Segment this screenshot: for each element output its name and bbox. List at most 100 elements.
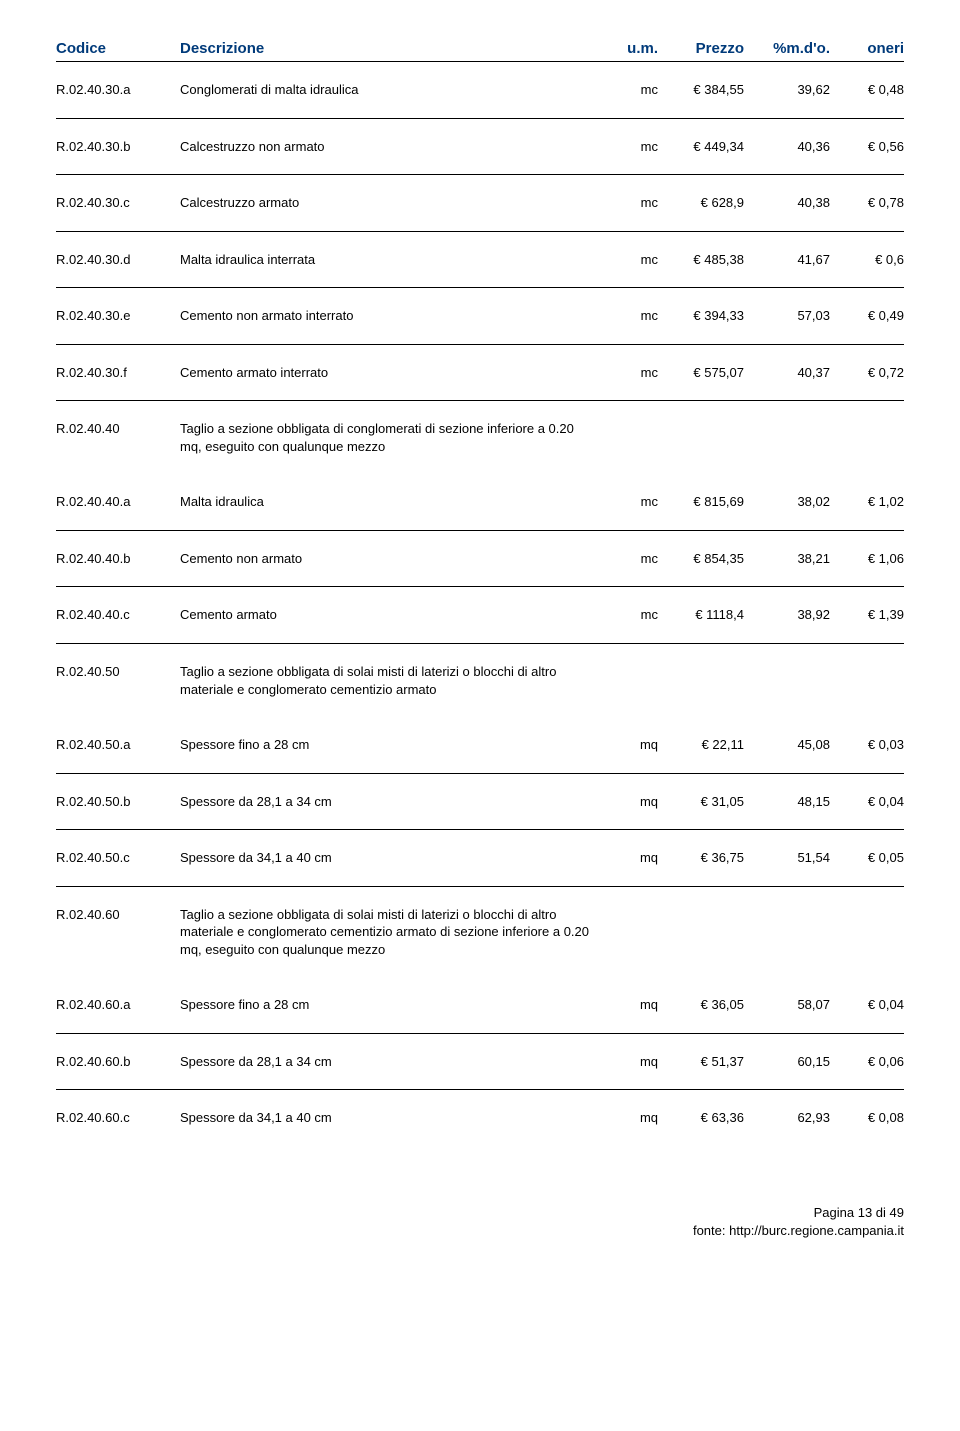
page-number: Pagina 13 di 49	[0, 1204, 904, 1222]
cell-prezzo: € 628,9	[658, 194, 744, 212]
cell-prezzo	[658, 663, 744, 698]
cell-descrizione: Calcestruzzo non armato	[180, 138, 604, 156]
cell-pct: 45,08	[744, 736, 830, 754]
cell-prezzo: € 485,38	[658, 251, 744, 269]
cell-descrizione: Cemento armato	[180, 606, 604, 624]
cell-pct: 57,03	[744, 307, 830, 325]
cell-oneri: € 0,04	[830, 793, 904, 811]
table-row: R.02.40.60.cSpessore da 34,1 a 40 cmmq€ …	[56, 1090, 904, 1146]
cell-oneri: € 0,04	[830, 996, 904, 1014]
cell-um: mc	[604, 550, 658, 568]
cell-codice: R.02.40.60.b	[56, 1053, 180, 1071]
table-row: R.02.40.30.cCalcestruzzo armatomc€ 628,9…	[56, 175, 904, 232]
cell-prezzo: € 22,11	[658, 736, 744, 754]
cell-pct: 62,93	[744, 1109, 830, 1127]
table-row: R.02.40.60.aSpessore fino a 28 cmmq€ 36,…	[56, 977, 904, 1034]
cell-codice: R.02.40.40.c	[56, 606, 180, 624]
col-header-codice: Codice	[56, 40, 180, 57]
cell-codice: R.02.40.30.c	[56, 194, 180, 212]
cell-pct: 38,02	[744, 493, 830, 511]
cell-um: mc	[604, 138, 658, 156]
cell-descrizione: Cemento non armato interrato	[180, 307, 604, 325]
cell-pct: 60,15	[744, 1053, 830, 1071]
col-header-descrizione: Descrizione	[180, 40, 604, 57]
table-row: R.02.40.30.bCalcestruzzo non armatomc€ 4…	[56, 119, 904, 176]
cell-descrizione: Spessore fino a 28 cm	[180, 996, 604, 1014]
col-header-um: u.m.	[604, 40, 658, 57]
table-header: Codice Descrizione u.m. Prezzo %m.d'o. o…	[56, 40, 904, 62]
table-row: R.02.40.50Taglio a sezione obbligata di …	[56, 644, 904, 717]
source-label: fonte:	[693, 1223, 729, 1238]
cell-oneri: € 0,72	[830, 364, 904, 382]
cell-oneri: € 0,06	[830, 1053, 904, 1071]
table-body: R.02.40.30.aConglomerati di malta idraul…	[56, 62, 904, 1146]
cell-prezzo: € 384,55	[658, 81, 744, 99]
cell-prezzo: € 31,05	[658, 793, 744, 811]
cell-pct	[744, 663, 830, 698]
cell-oneri: € 0,78	[830, 194, 904, 212]
page-footer: Pagina 13 di 49 fonte: http://burc.regio…	[0, 1204, 960, 1240]
cell-pct: 39,62	[744, 81, 830, 99]
table-row: R.02.40.60Taglio a sezione obbligata di …	[56, 887, 904, 978]
table-row: R.02.40.40Taglio a sezione obbligata di …	[56, 401, 904, 474]
cell-prezzo: € 36,05	[658, 996, 744, 1014]
cell-descrizione: Cemento non armato	[180, 550, 604, 568]
cell-pct: 58,07	[744, 996, 830, 1014]
cell-um: mc	[604, 606, 658, 624]
cell-prezzo	[658, 420, 744, 455]
cell-oneri	[830, 420, 904, 455]
cell-descrizione: Taglio a sezione obbligata di solai mist…	[180, 906, 604, 959]
cell-pct	[744, 420, 830, 455]
cell-codice: R.02.40.30.b	[56, 138, 180, 156]
cell-descrizione: Spessore da 28,1 a 34 cm	[180, 793, 604, 811]
table-row: R.02.40.40.aMalta idraulicamc€ 815,6938,…	[56, 474, 904, 531]
source-url: http://burc.regione.campania.it	[729, 1223, 904, 1238]
cell-pct	[744, 906, 830, 959]
cell-prezzo: € 575,07	[658, 364, 744, 382]
cell-pct: 48,15	[744, 793, 830, 811]
cell-prezzo: € 36,75	[658, 849, 744, 867]
cell-codice: R.02.40.50	[56, 663, 180, 698]
cell-descrizione: Conglomerati di malta idraulica	[180, 81, 604, 99]
cell-oneri: € 1,39	[830, 606, 904, 624]
cell-prezzo: € 394,33	[658, 307, 744, 325]
cell-pct: 41,67	[744, 251, 830, 269]
cell-pct: 40,38	[744, 194, 830, 212]
cell-oneri: € 0,48	[830, 81, 904, 99]
cell-codice: R.02.40.30.d	[56, 251, 180, 269]
cell-codice: R.02.40.30.e	[56, 307, 180, 325]
cell-pct: 51,54	[744, 849, 830, 867]
col-header-oneri: oneri	[830, 40, 904, 57]
cell-um: mq	[604, 849, 658, 867]
table-row: R.02.40.40.cCemento armatomc€ 1118,438,9…	[56, 587, 904, 644]
cell-codice: R.02.40.40	[56, 420, 180, 455]
cell-um: mc	[604, 364, 658, 382]
cell-descrizione: Calcestruzzo armato	[180, 194, 604, 212]
table-row: R.02.40.60.bSpessore da 28,1 a 34 cmmq€ …	[56, 1034, 904, 1091]
cell-oneri: € 0,08	[830, 1109, 904, 1127]
cell-codice: R.02.40.40.b	[56, 550, 180, 568]
table-row: R.02.40.40.bCemento non armatomc€ 854,35…	[56, 531, 904, 588]
cell-um	[604, 663, 658, 698]
cell-um: mq	[604, 1109, 658, 1127]
cell-pct: 38,21	[744, 550, 830, 568]
cell-descrizione: Spessore fino a 28 cm	[180, 736, 604, 754]
cell-prezzo: € 815,69	[658, 493, 744, 511]
cell-um: mq	[604, 996, 658, 1014]
cell-um: mq	[604, 1053, 658, 1071]
cell-codice: R.02.40.50.b	[56, 793, 180, 811]
cell-pct: 38,92	[744, 606, 830, 624]
cell-descrizione: Taglio a sezione obbligata di conglomera…	[180, 420, 604, 455]
cell-codice: R.02.40.60	[56, 906, 180, 959]
cell-um: mc	[604, 307, 658, 325]
cell-codice: R.02.40.50.a	[56, 736, 180, 754]
cell-um	[604, 906, 658, 959]
table-row: R.02.40.30.aConglomerati di malta idraul…	[56, 62, 904, 119]
cell-codice: R.02.40.50.c	[56, 849, 180, 867]
cell-um: mc	[604, 81, 658, 99]
cell-um: mc	[604, 194, 658, 212]
cell-prezzo	[658, 906, 744, 959]
table-row: R.02.40.50.cSpessore da 34,1 a 40 cmmq€ …	[56, 830, 904, 887]
cell-prezzo: € 63,36	[658, 1109, 744, 1127]
cell-oneri: € 0,03	[830, 736, 904, 754]
